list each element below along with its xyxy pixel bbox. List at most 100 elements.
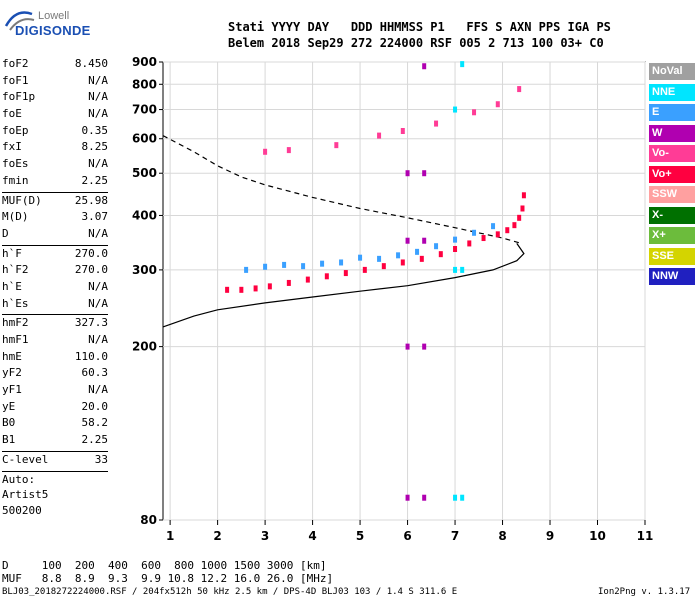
- param-separator: [2, 191, 108, 193]
- data-point-f2-o-trace: [225, 286, 230, 293]
- y-tick-label: 300: [132, 263, 157, 277]
- param-row: B0 58.2: [2, 416, 108, 433]
- y-tick-label: 80: [140, 513, 157, 527]
- data-point-w-band: [405, 494, 410, 501]
- legend-item: SSE: [649, 247, 695, 265]
- data-point-e-trace: [415, 248, 420, 255]
- data-point-f2-multiple: [434, 120, 439, 127]
- header-row-values: Belem 2018 Sep29 272 224000 RSF 005 2 71…: [228, 36, 604, 50]
- param-label: yF2: [2, 366, 22, 380]
- param-label: C-level: [2, 452, 49, 466]
- data-point-f2-o-trace: [286, 279, 291, 286]
- param-value: N/A: [88, 279, 108, 293]
- param-label: foF1: [2, 73, 29, 87]
- data-point-f2-o-trace: [267, 283, 272, 290]
- legend-item: E: [649, 104, 695, 121]
- param-label: foF2: [2, 57, 29, 70]
- param-value: 8.25: [81, 140, 109, 154]
- param-label: B1: [2, 433, 16, 447]
- param-label: fxI: [2, 140, 22, 154]
- param-row: h`F2 270.0: [2, 263, 108, 280]
- data-point-f2-o-trace: [512, 222, 517, 229]
- data-point-w-band: [422, 63, 427, 70]
- x-tick-label: 5: [356, 529, 364, 543]
- data-point-e-trace: [339, 259, 344, 266]
- auto-line2: Artist5: [2, 488, 49, 501]
- param-value: N/A: [88, 157, 108, 171]
- param-label: fmin: [2, 173, 29, 187]
- param-separator: [2, 314, 108, 316]
- data-point-nne-band: [460, 266, 465, 273]
- legend-item: X+: [649, 227, 695, 244]
- data-point-f2-o-trace: [324, 273, 329, 280]
- legend-item: Vo+: [649, 165, 695, 183]
- param-row: foE N/A: [2, 107, 108, 124]
- data-point-e-trace: [453, 236, 458, 243]
- y-tick-label: 900: [132, 55, 157, 69]
- data-point-e-trace: [320, 260, 325, 267]
- parameter-panel: foF2 8.450 foF1 N/A foF1p N/A foE N/A foEp 0.35 fx…: [2, 57, 108, 519]
- data-point-f2-o-trace: [453, 246, 458, 253]
- param-row: foF2 8.450: [2, 57, 108, 74]
- data-point-nne-band: [460, 61, 465, 68]
- param-label: h`F: [2, 246, 22, 260]
- param-value: N/A: [88, 73, 108, 87]
- param-label: M(D): [2, 210, 29, 224]
- data-point-e-trace: [301, 263, 306, 270]
- footer-distance-row: D 100 200 400 600 800 1000 1500 3000 [km…: [2, 559, 327, 572]
- data-point-f2-o-trace: [305, 276, 310, 283]
- param-row: MUF(D) 25.98: [2, 194, 108, 211]
- param-row: yF1 N/A: [2, 383, 108, 400]
- legend-item: X-: [649, 206, 695, 224]
- param-value: 60.3: [81, 366, 109, 380]
- param-value: 270.0: [74, 263, 108, 277]
- header-row-labels: Stati YYYY DAY DDD HHMMSS P1 FFS S AXN P…: [228, 20, 611, 34]
- data-point-e-trace: [434, 243, 439, 250]
- data-point-e-trace: [282, 261, 287, 268]
- param-row: M(D) 3.07: [2, 210, 108, 227]
- param-row: C-level 33: [2, 453, 108, 470]
- y-tick-label: 200: [132, 340, 157, 354]
- data-point-e-trace: [491, 223, 496, 230]
- param-value: N/A: [88, 107, 108, 121]
- data-point-nne-band: [453, 494, 458, 501]
- legend-item: SSW: [649, 186, 695, 203]
- param-value: N/A: [88, 383, 108, 397]
- param-value: 2.25: [81, 433, 109, 447]
- data-point-f2-o-trace: [467, 240, 472, 247]
- data-point-f2-multiple: [495, 101, 500, 108]
- data-point-f2-o-trace: [253, 285, 258, 292]
- y-tick-label: 700: [132, 103, 157, 117]
- param-value: 58.2: [81, 416, 109, 430]
- param-value: 327.3: [74, 316, 108, 330]
- data-point-w-band: [405, 170, 410, 177]
- data-point-e-trace: [396, 252, 401, 259]
- data-point-f2-o-trace: [438, 251, 443, 258]
- param-label: foEs: [2, 157, 29, 171]
- model-curve-profile: [162, 243, 525, 328]
- x-tick-label: 6: [403, 529, 411, 543]
- footer-file-info: BLJ03_2018272224000.RSF / 204fx512h 50 k…: [2, 587, 458, 597]
- data-point-e-trace: [377, 255, 382, 262]
- data-point-w-band: [422, 170, 427, 177]
- x-tick-label: 11: [637, 529, 654, 543]
- data-point-f2-o-trace: [495, 231, 500, 238]
- logo-mark-icon: [4, 11, 35, 31]
- data-point-nne-band: [453, 106, 458, 113]
- param-value: 270.0: [74, 246, 108, 260]
- data-point-f2-o-trace: [239, 286, 244, 293]
- x-tick-label: 2: [213, 529, 221, 543]
- x-tick-label: 8: [498, 529, 506, 543]
- param-value: 8.450: [74, 57, 108, 70]
- data-point-f2-multiple: [472, 109, 477, 116]
- x-tick-label: 10: [589, 529, 606, 543]
- param-row: foF1p N/A: [2, 90, 108, 107]
- x-tick-label: 3: [261, 529, 269, 543]
- param-row: hmF1 N/A: [2, 333, 108, 350]
- param-separator: [2, 470, 108, 472]
- data-point-f2-o-trace: [343, 270, 348, 277]
- data-point-f2-multiple: [377, 132, 382, 139]
- param-value: 110.0: [74, 349, 108, 363]
- data-point-f2-multiple: [263, 148, 268, 155]
